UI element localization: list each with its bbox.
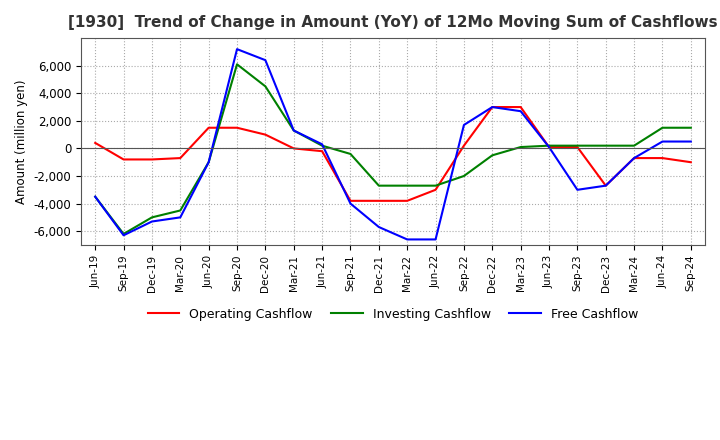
Free Cashflow xyxy=(630,155,639,161)
Investing Cashflow xyxy=(459,173,468,179)
Operating Cashflow xyxy=(403,198,412,203)
Line: Free Cashflow: Free Cashflow xyxy=(95,49,690,239)
Free Cashflow xyxy=(686,139,695,144)
Investing Cashflow xyxy=(91,194,99,199)
Free Cashflow xyxy=(346,201,355,206)
Legend: Operating Cashflow, Investing Cashflow, Free Cashflow: Operating Cashflow, Investing Cashflow, … xyxy=(143,303,643,326)
Operating Cashflow xyxy=(601,183,610,188)
Operating Cashflow xyxy=(346,198,355,203)
Operating Cashflow xyxy=(686,160,695,165)
Operating Cashflow xyxy=(658,155,667,161)
Investing Cashflow xyxy=(120,231,128,237)
Investing Cashflow xyxy=(686,125,695,130)
Operating Cashflow xyxy=(261,132,270,137)
Operating Cashflow xyxy=(573,144,582,150)
Investing Cashflow xyxy=(545,143,554,148)
Free Cashflow xyxy=(516,109,525,114)
Investing Cashflow xyxy=(346,151,355,157)
Free Cashflow xyxy=(488,104,497,110)
Operating Cashflow xyxy=(516,104,525,110)
Investing Cashflow xyxy=(488,153,497,158)
Investing Cashflow xyxy=(204,160,213,165)
Free Cashflow xyxy=(403,237,412,242)
Operating Cashflow xyxy=(120,157,128,162)
Free Cashflow xyxy=(374,224,383,230)
Investing Cashflow xyxy=(176,208,184,213)
Investing Cashflow xyxy=(318,143,326,148)
Operating Cashflow xyxy=(148,157,156,162)
Free Cashflow xyxy=(318,142,326,147)
Operating Cashflow xyxy=(488,104,497,110)
Y-axis label: Amount (million yen): Amount (million yen) xyxy=(15,79,28,204)
Operating Cashflow xyxy=(545,144,554,150)
Line: Investing Cashflow: Investing Cashflow xyxy=(95,64,690,234)
Investing Cashflow xyxy=(658,125,667,130)
Free Cashflow xyxy=(545,144,554,150)
Investing Cashflow xyxy=(630,143,639,148)
Investing Cashflow xyxy=(573,143,582,148)
Free Cashflow xyxy=(431,237,440,242)
Line: Operating Cashflow: Operating Cashflow xyxy=(95,107,690,201)
Free Cashflow xyxy=(289,128,298,133)
Investing Cashflow xyxy=(601,143,610,148)
Free Cashflow xyxy=(573,187,582,192)
Operating Cashflow xyxy=(176,155,184,161)
Free Cashflow xyxy=(601,183,610,188)
Operating Cashflow xyxy=(630,155,639,161)
Free Cashflow xyxy=(233,47,241,52)
Free Cashflow xyxy=(91,194,99,199)
Title: [1930]  Trend of Change in Amount (YoY) of 12Mo Moving Sum of Cashflows: [1930] Trend of Change in Amount (YoY) o… xyxy=(68,15,718,30)
Investing Cashflow xyxy=(431,183,440,188)
Operating Cashflow xyxy=(204,125,213,130)
Operating Cashflow xyxy=(91,140,99,146)
Free Cashflow xyxy=(176,215,184,220)
Investing Cashflow xyxy=(148,215,156,220)
Free Cashflow xyxy=(658,139,667,144)
Investing Cashflow xyxy=(233,62,241,67)
Operating Cashflow xyxy=(318,149,326,154)
Operating Cashflow xyxy=(374,198,383,203)
Operating Cashflow xyxy=(289,146,298,151)
Free Cashflow xyxy=(204,160,213,165)
Free Cashflow xyxy=(261,58,270,63)
Free Cashflow xyxy=(148,219,156,224)
Investing Cashflow xyxy=(289,128,298,133)
Investing Cashflow xyxy=(403,183,412,188)
Operating Cashflow xyxy=(233,125,241,130)
Operating Cashflow xyxy=(459,143,468,148)
Investing Cashflow xyxy=(516,144,525,150)
Investing Cashflow xyxy=(374,183,383,188)
Operating Cashflow xyxy=(431,187,440,192)
Free Cashflow xyxy=(459,122,468,128)
Free Cashflow xyxy=(120,233,128,238)
Investing Cashflow xyxy=(261,84,270,89)
